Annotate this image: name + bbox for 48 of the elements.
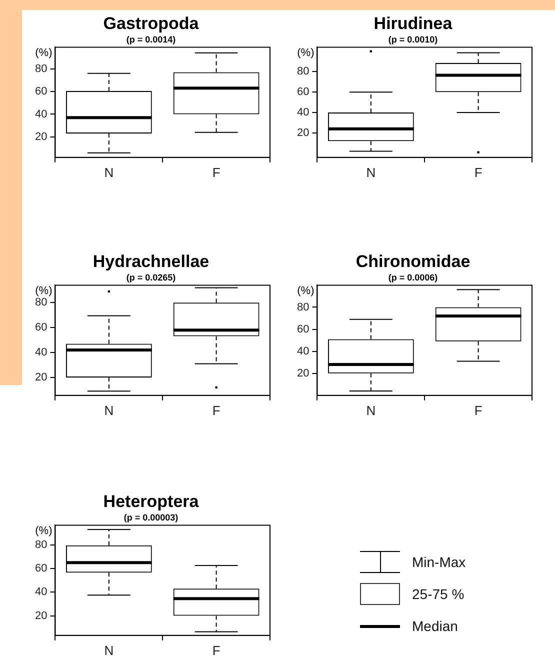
x-tick-label: N <box>104 164 114 180</box>
x-tick-label: N <box>366 164 376 180</box>
y-tick-label: 80 <box>34 296 48 309</box>
x-tick-label: N <box>366 402 376 418</box>
y-axis-title: (%) <box>297 285 314 298</box>
chart-subtitle: (p = 0.0265) <box>126 272 176 282</box>
x-tick-label: N <box>104 402 114 418</box>
chart-title: Chironomidae <box>356 252 470 271</box>
y-tick-label: 20 <box>296 367 310 380</box>
y-tick-label: 20 <box>34 371 48 384</box>
y-tick-label: 80 <box>296 301 310 314</box>
chart-subtitle: (p = 0.0014) <box>126 34 176 44</box>
y-tick-label: 40 <box>34 108 48 120</box>
y-tick-label: 60 <box>34 322 48 334</box>
text: Median <box>412 618 458 634</box>
y-axis-title: (%) <box>35 525 52 538</box>
x-tick-label: F <box>212 402 220 418</box>
y-tick-label: 60 <box>296 86 310 98</box>
y-axis-title: (%) <box>35 285 52 298</box>
y-tick-label: 40 <box>34 346 48 359</box>
y-axis-title: (%) <box>35 47 52 60</box>
y-tick-label: 20 <box>296 126 310 139</box>
chart-title: Hirudinea <box>374 14 453 33</box>
y-tick-label: 20 <box>34 610 48 622</box>
y-tick-label: 60 <box>296 323 310 336</box>
chart-subtitle: (p = 0.0006) <box>388 272 438 282</box>
y-tick-label: 40 <box>296 345 310 358</box>
y-axis-title: (%) <box>297 47 314 60</box>
chart-subtitle: (p = 0.00003) <box>124 512 178 522</box>
text: Min-Max <box>412 554 466 570</box>
y-tick-label: 40 <box>296 106 310 119</box>
chart-title: Gastropoda <box>103 14 200 33</box>
y-tick-label: 60 <box>34 562 48 575</box>
text: 25-75 % <box>412 586 464 602</box>
chart-subtitle: (p = 0.0010) <box>388 34 438 44</box>
chart-title: Hydrachnellae <box>92 252 210 271</box>
x-tick-label: F <box>474 164 482 180</box>
x-tick-label: F <box>474 402 482 418</box>
x-tick-label: N <box>104 642 114 658</box>
y-tick-label: 80 <box>34 538 48 551</box>
y-tick-label: 80 <box>296 66 310 78</box>
x-tick-label: F <box>212 642 220 658</box>
x-tick-label: F <box>212 164 220 180</box>
y-tick-label: 60 <box>34 86 48 98</box>
y-tick-label: 80 <box>34 62 48 75</box>
y-tick-label: 20 <box>34 130 48 143</box>
chart-title: Heteroptera <box>103 492 200 511</box>
y-tick-label: 40 <box>34 586 48 598</box>
